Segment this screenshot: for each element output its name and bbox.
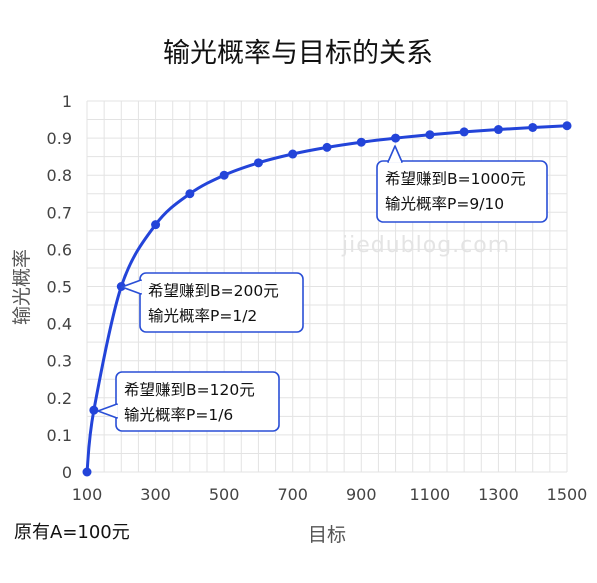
y-tick-label: 0.2 [47, 389, 72, 408]
watermark: jiedublog.com [341, 233, 510, 258]
y-tick-label: 0.9 [47, 129, 72, 148]
x-tick-label: 900 [346, 485, 377, 504]
data-point [82, 467, 92, 477]
callout-text: 输光概率P=1/2 [148, 307, 257, 325]
y-tick-label: 0.4 [47, 315, 72, 334]
callout-box [115, 371, 280, 432]
y-tick-label: 1 [62, 92, 72, 111]
callout-box [139, 272, 304, 333]
x-axis-ticks: 100 300 500 700 900 1100 1300 1500 [72, 485, 588, 504]
callout-text: 输光概率P=9/10 [385, 195, 504, 213]
callout-box [376, 160, 548, 223]
data-point [528, 122, 538, 132]
x-tick-label: 700 [277, 485, 308, 504]
data-point [288, 149, 298, 159]
y-tick-label: 0.1 [47, 426, 72, 445]
data-point [116, 282, 126, 291]
y-tick-label: 0.3 [47, 352, 72, 371]
data-point [493, 125, 503, 135]
callout-text: 希望赚到B=120元 [124, 381, 255, 399]
callout-pointer [387, 145, 403, 163]
data-point [459, 127, 469, 137]
data-point [425, 130, 435, 140]
x-tick-label: 1500 [547, 485, 588, 504]
x-tick-label: 300 [140, 485, 171, 504]
initial-amount-note: 原有A=100元 [14, 522, 130, 543]
callout-text: 希望赚到B=200元 [148, 282, 279, 300]
x-axis-label: 目标 [308, 524, 346, 546]
y-tick-label: 0.6 [47, 240, 72, 259]
y-axis-ticks: 0 0.1 0.2 0.3 0.4 0.5 0.6 0.7 0.8 0.9 1 [47, 92, 72, 482]
chart-title: 输光概率与目标的关系 [163, 38, 433, 69]
y-tick-label: 0.5 [47, 278, 72, 297]
data-point [253, 158, 263, 168]
callout-text: 希望赚到B=1000元 [385, 170, 526, 188]
y-axis-label: 输光概率 [11, 249, 33, 325]
series-line [85, 124, 568, 473]
y-tick-label: 0 [62, 463, 72, 482]
y-tick-label: 0.8 [47, 166, 72, 185]
x-tick-label: 1300 [478, 485, 519, 504]
data-points [82, 121, 572, 477]
data-point [322, 142, 332, 152]
data-point [185, 189, 195, 199]
callout-text: 输光概率P=1/6 [124, 406, 233, 424]
data-point [151, 220, 161, 230]
data-point [562, 121, 572, 131]
data-point [219, 170, 229, 180]
callouts: 希望赚到B=120元输光概率P=1/6希望赚到B=200元输光概率P=1/2希望… [97, 145, 548, 432]
data-point [356, 137, 366, 147]
x-tick-label: 1100 [409, 485, 450, 504]
data-point [89, 405, 99, 415]
y-tick-label: 0.7 [47, 203, 72, 222]
data-point [391, 133, 401, 143]
callout-pointer [121, 279, 142, 295]
x-tick-label: 100 [72, 485, 103, 504]
x-tick-label: 500 [209, 485, 240, 504]
